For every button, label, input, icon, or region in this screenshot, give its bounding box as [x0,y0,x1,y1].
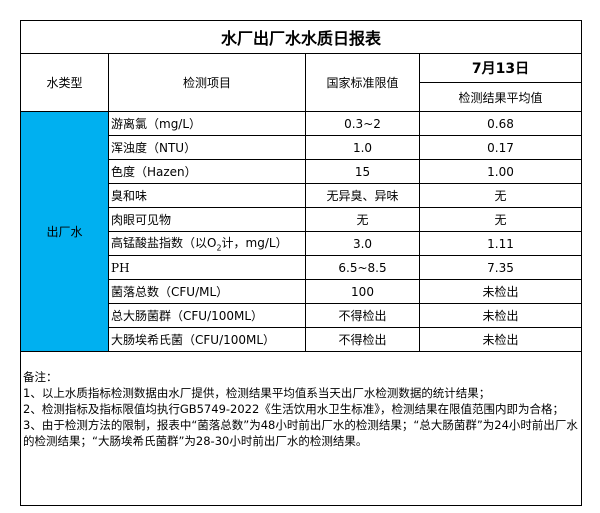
result-cell: 0.68 [418,111,583,136]
result-cell: 1.00 [418,159,583,184]
header-water-type: 水类型 [20,53,109,112]
item-cell: 臭和味 [108,183,306,208]
note-line: 3、由于检测方法的限制，报表中“菌落总数”为48小时前出厂水的检测结果；“总大肠… [23,418,578,448]
item-cell: 高锰酸盐指数（以O2计，mg/L） [108,231,306,256]
table-row: 肉眼可见物 无 无 [21,207,583,232]
standard-cell: 15 [305,159,420,184]
item-text: 计，mg/L） [221,236,288,251]
header-result: 检测结果平均值 [418,82,583,112]
item-cell: 菌落总数（CFU/ML） [108,279,306,304]
table-row: 出厂水 游离氯（mg/L） 0.3~2 0.68 [20,111,583,352]
standard-cell: 0.3~2 [305,111,420,136]
result-cell: 0.17 [418,135,583,160]
item-subscript: 2 [216,243,222,253]
header-date: 7月13日 [418,53,583,83]
water-quality-report-table: 水厂出厂水水质日报表 水类型 检测项目 国家标准限值 7月13日 检测结果平均值… [19,20,583,506]
header-item: 检测项目 [108,53,306,112]
result-cell: 1.11 [418,231,583,256]
result-cell: 未检出 [418,279,583,304]
notes-section: 备注： 1、以上水质指标检测数据由水厂提供，检测结果平均值系当天出厂水检测数据的… [19,351,583,506]
note-line: 2、检测指标及指标限值均执行GB5749-2022《生活饮用水卫生标准》，检测结… [23,402,565,416]
note-line: 1、以上水质指标检测数据由水厂提供，检测结果平均值系当天出厂水检测数据的统计结果… [23,386,491,400]
result-cell: 7.35 [418,255,583,280]
standard-cell: 无 [305,207,420,232]
table-row: 高锰酸盐指数（以O2计，mg/L） 3.0 1.11 [21,231,583,256]
notes-heading: 备注： [23,370,58,384]
result-cell: 未检出 [418,303,583,328]
item-cell: 总大肠菌群（CFU/100ML） [108,303,306,328]
result-cell: 未检出 [418,327,583,352]
item-cell: 大肠埃希氏菌（CFU/100ML） [108,327,306,352]
standard-cell: 无异臭、异味 [305,183,420,208]
water-type-cell: 出厂水 [20,111,109,352]
table-row: PH 6.5~8.5 7.35 [21,255,583,280]
item-cell: 游离氯（mg/L） [108,111,306,136]
table-row: 大肠埃希氏菌（CFU/100ML） 不得检出 未检出 [21,327,583,352]
standard-cell: 3.0 [305,231,420,256]
table-row: 菌落总数（CFU/ML） 100 未检出 [21,279,583,304]
standard-cell: 1.0 [305,135,420,160]
report-title: 水厂出厂水水质日报表 [19,20,583,54]
item-cell: 浑浊度（NTU） [108,135,306,160]
standard-cell: 6.5~8.5 [305,255,420,280]
result-cell: 无 [418,183,583,208]
table-row: 色度（Hazen） 15 1.00 [21,159,583,184]
standard-cell: 100 [305,279,420,304]
result-cell: 无 [418,207,583,232]
table-row: 浑浊度（NTU） 1.0 0.17 [21,135,583,160]
item-cell: PH [108,255,306,280]
item-cell: 色度（Hazen） [108,159,306,184]
item-text: 高锰酸盐指数（以O [111,236,217,251]
standard-cell: 不得检出 [305,303,420,328]
table-row: 臭和味 无异臭、异味 无 [21,183,583,208]
item-cell: 肉眼可见物 [108,207,306,232]
header-standard: 国家标准限值 [305,53,420,112]
standard-cell: 不得检出 [305,327,420,352]
